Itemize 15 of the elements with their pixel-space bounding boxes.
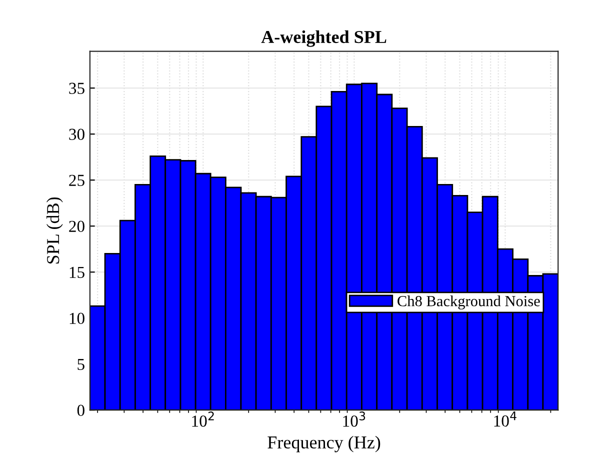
legend-label: Ch8 Background Noise (398, 296, 540, 310)
y-tick-label: 5 (78, 358, 84, 370)
x-tick-label: 10$^{3}$ (343, 412, 366, 427)
y-tick-label: 0 (77, 404, 84, 416)
chart-title: A-weighted SPL (261, 30, 386, 47)
y-axis-title: SPL (dB) (46, 197, 63, 264)
x-tick-label: 10$^{2}$ (192, 412, 214, 427)
y-tick-label: 20 (69, 220, 84, 232)
y-tick-label: 10 (70, 312, 84, 324)
y-tick-label: 35 (69, 82, 84, 94)
y-tick-label: 25 (69, 174, 84, 186)
y-tick-label: 30 (69, 128, 84, 140)
y-tick-label: 15 (70, 266, 84, 278)
x-axis-title: Frequency (Hz) (268, 436, 380, 452)
x-tick-label: 10$^{4}$ (494, 412, 516, 427)
